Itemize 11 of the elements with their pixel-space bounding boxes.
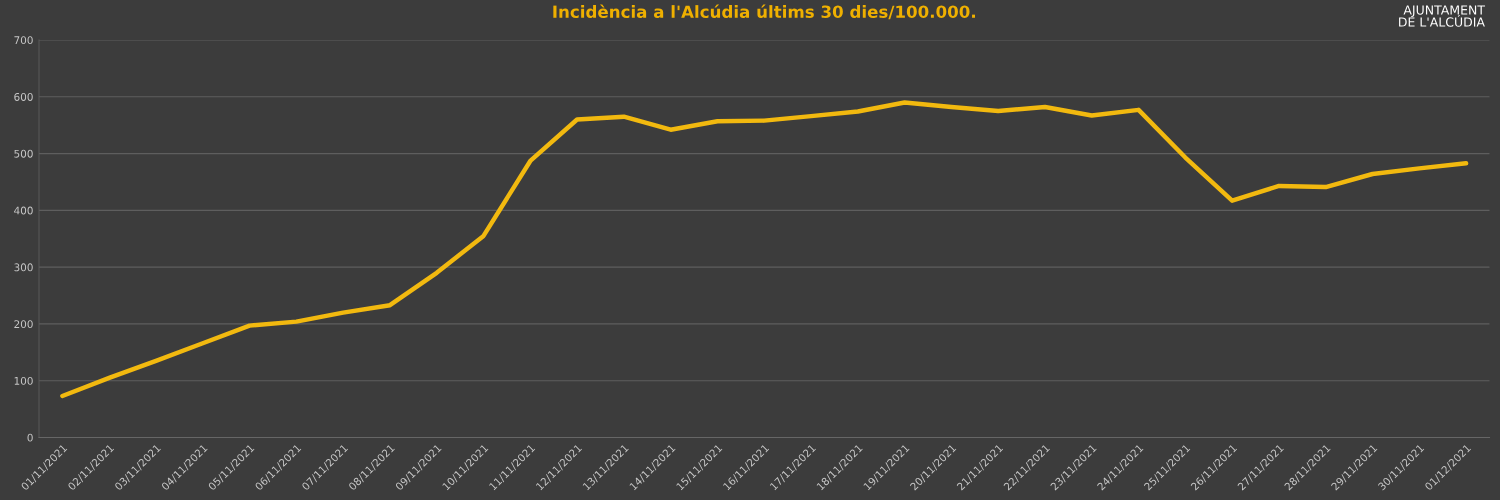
y-tick-label: 500 xyxy=(14,149,33,158)
y-tick-label: 0 xyxy=(27,433,33,442)
y-tick-label: 300 xyxy=(14,263,33,272)
y-tick-label: 400 xyxy=(14,206,33,215)
y-tick-label: 100 xyxy=(14,376,33,385)
y-tick-label: 200 xyxy=(14,320,33,329)
chart-title: Incidència a l'Alcúdia últims 30 dies/100.000. xyxy=(553,4,975,20)
line-series xyxy=(60,100,1469,399)
y-tick-label: 600 xyxy=(14,93,33,101)
y-tick-label: 700 xyxy=(14,36,33,45)
text: AJUNTAMENT DE L'ALCÚDIA xyxy=(1399,5,1486,27)
